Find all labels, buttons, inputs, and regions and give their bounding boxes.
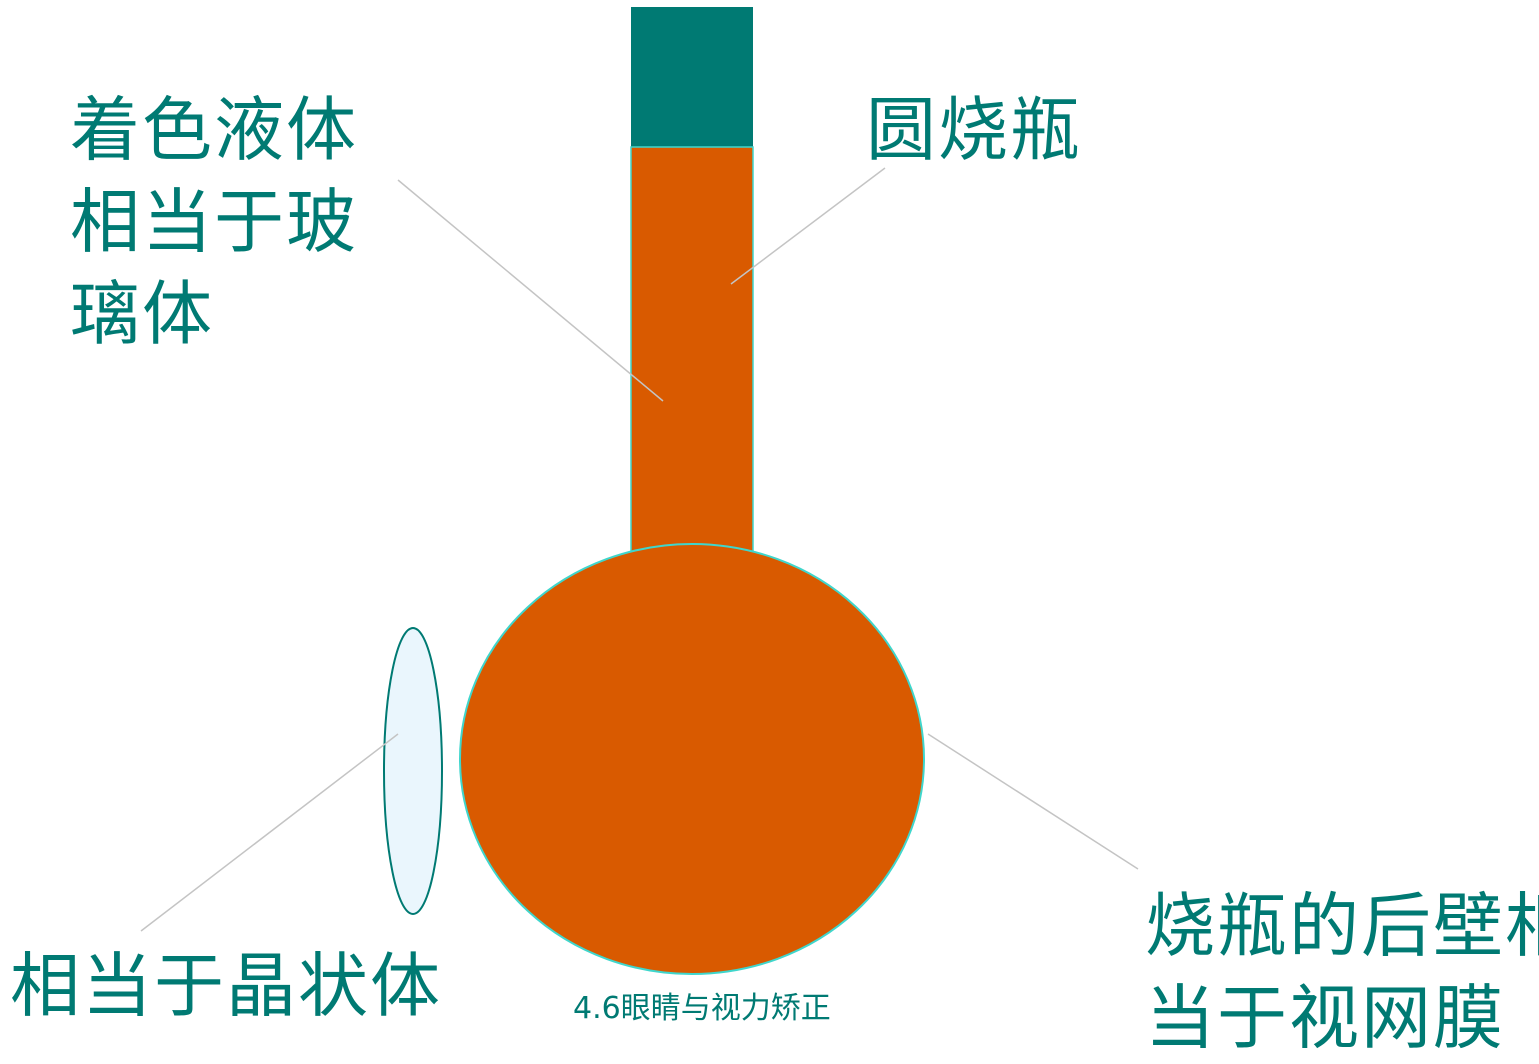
leader-line-lens bbox=[140, 733, 399, 932]
label-line: 当于视网膜 bbox=[1145, 977, 1505, 1059]
leader-line-liquid bbox=[397, 179, 664, 402]
leader-line-retina bbox=[927, 733, 1139, 870]
footer-section-title: 4.6眼睛与视力矫正 bbox=[573, 991, 831, 1026]
label-colored-liquid-vitreous: 着色液体 相当于玻 璃体 bbox=[70, 84, 358, 360]
label-line: 烧瓶的后壁相 bbox=[1145, 885, 1539, 967]
label-round-flask: 圆烧瓶 bbox=[866, 89, 1082, 171]
lens-ellipse bbox=[383, 627, 443, 915]
leader-line-flask bbox=[730, 167, 886, 285]
label-line: 璃体 bbox=[70, 273, 214, 355]
label-flask-back-wall-retina: 烧瓶的后壁相 当于视网膜 bbox=[1145, 880, 1539, 1064]
flask-eye-model-diagram bbox=[140, 7, 1139, 975]
label-line: 相当于玻 bbox=[70, 181, 358, 263]
flask-bulb bbox=[459, 543, 925, 975]
label-lens: 相当于晶状体 bbox=[10, 945, 442, 1027]
flask-stopper bbox=[631, 7, 753, 147]
flask-neck-liquid bbox=[630, 146, 754, 568]
label-line: 着色液体 bbox=[70, 89, 358, 171]
